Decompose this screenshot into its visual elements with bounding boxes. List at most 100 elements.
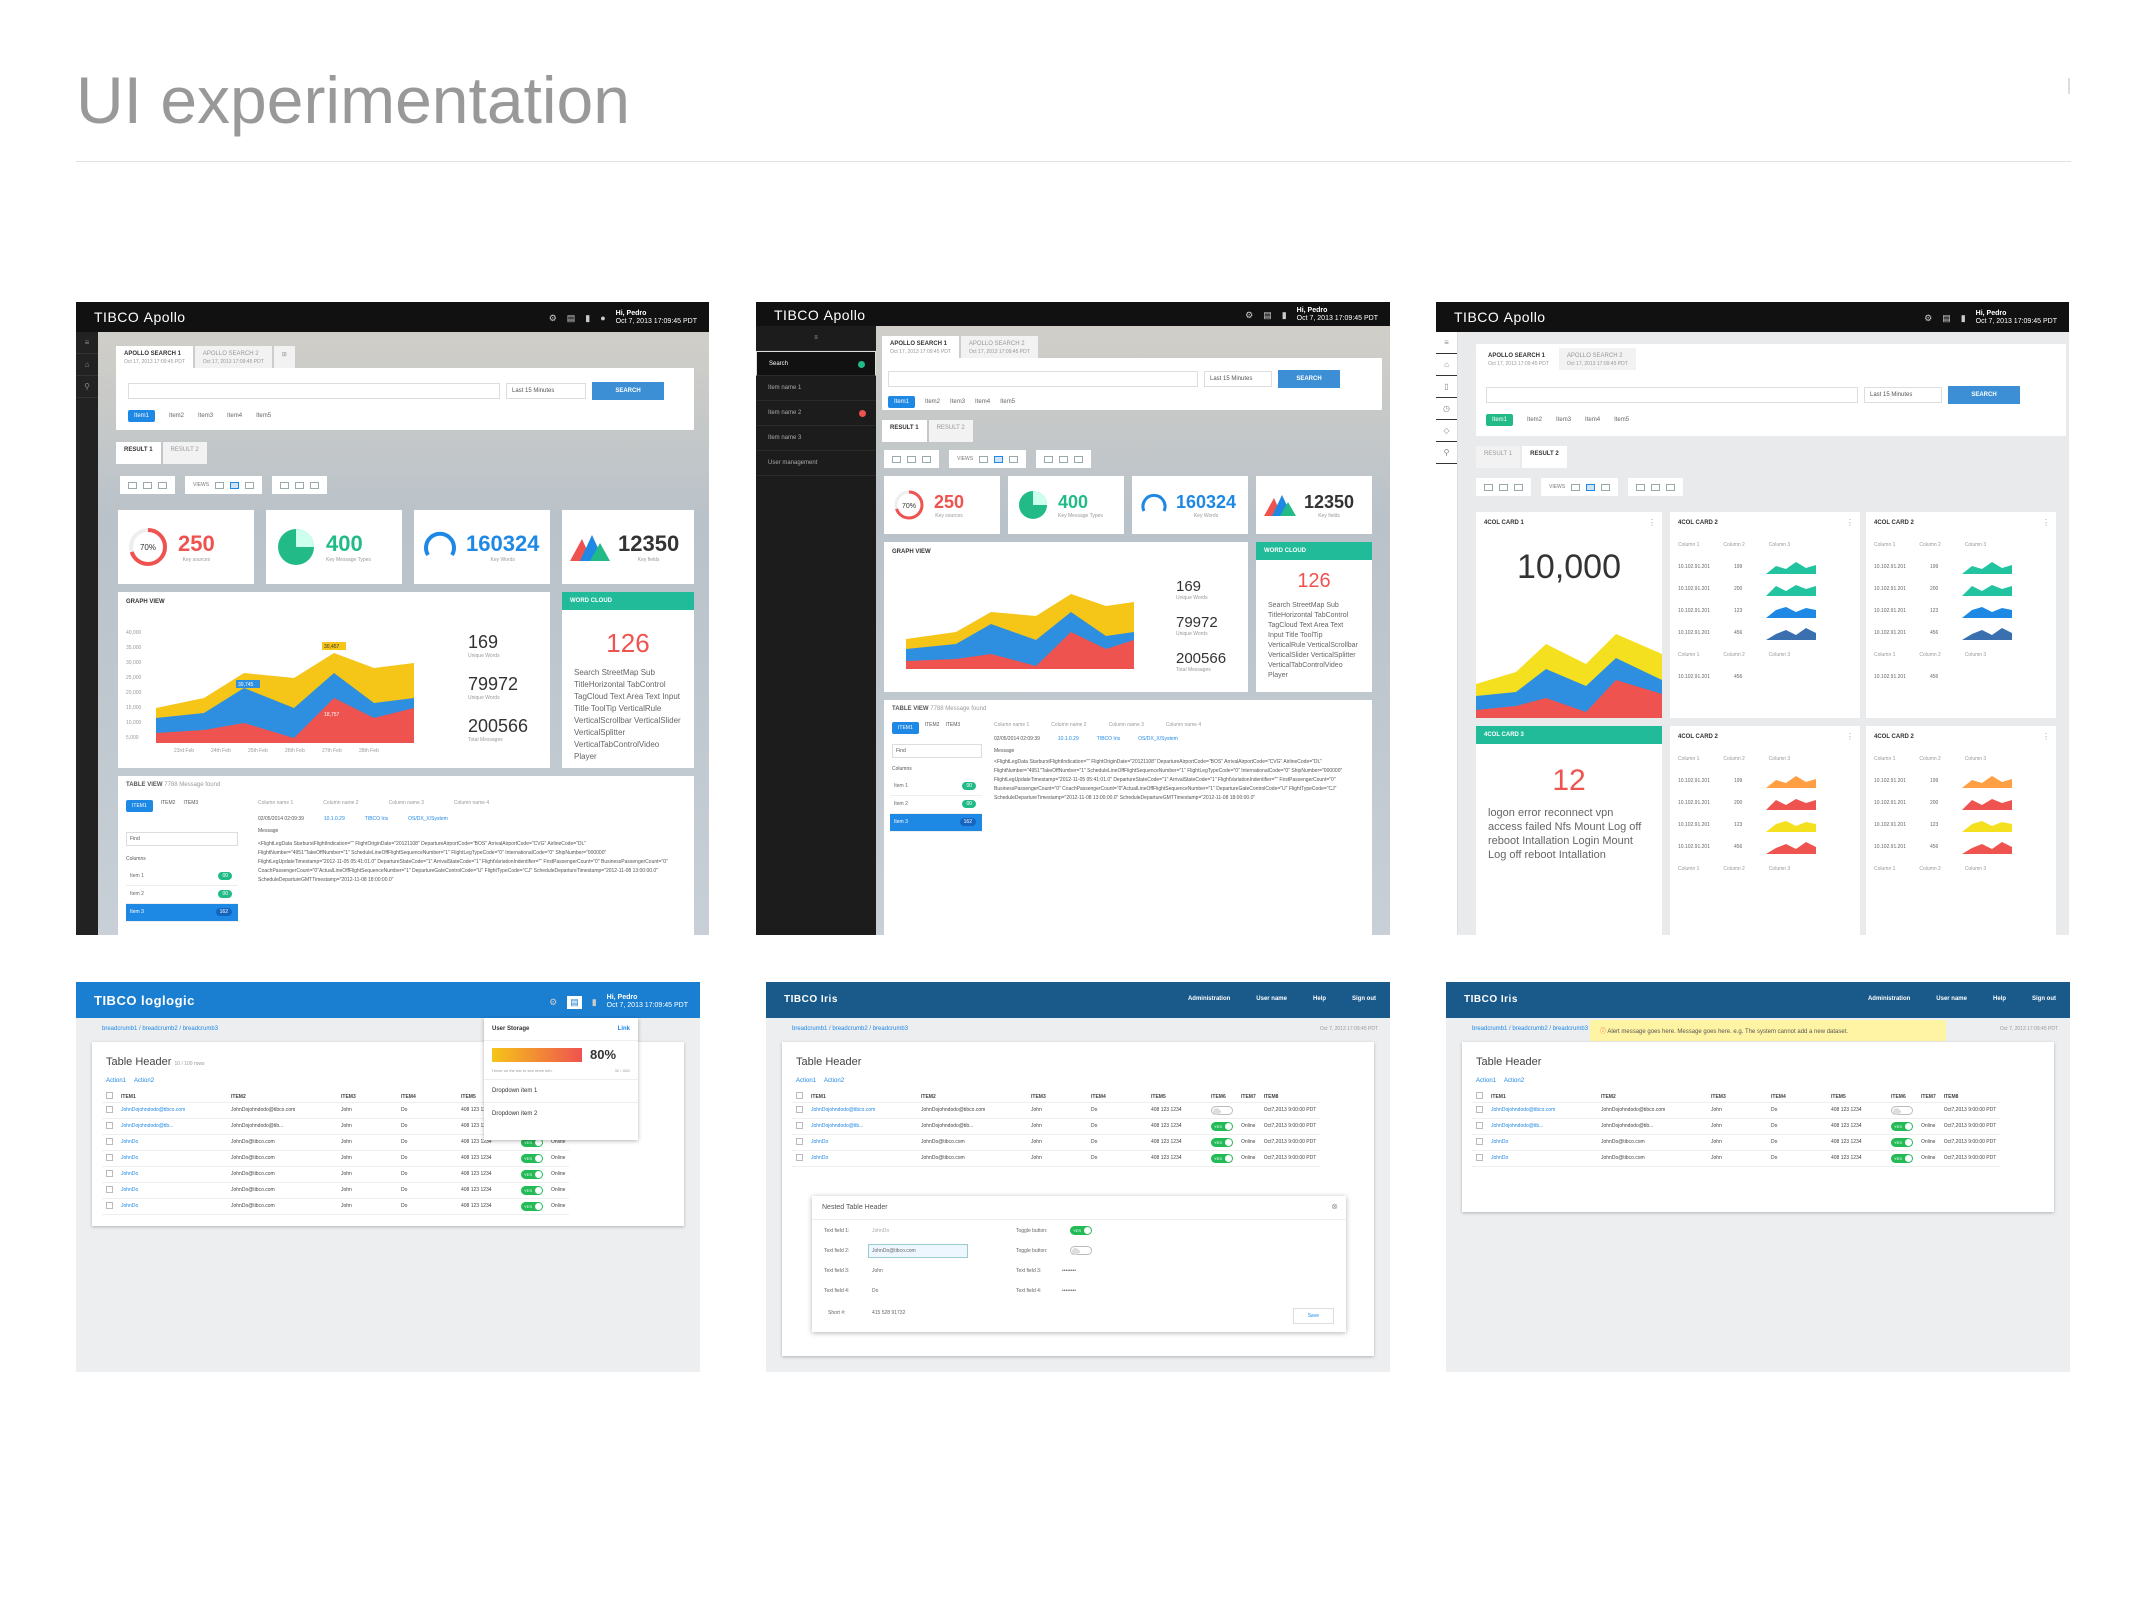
search-button[interactable]: SEARCH [1278,370,1340,388]
home-icon[interactable]: ⌂ [76,354,98,376]
toggle-switch[interactable]: YES [521,1153,543,1163]
search-input[interactable] [1486,387,1858,403]
close-icon[interactable]: ⊗ [1331,1202,1338,1211]
text-field-4[interactable]: Do [872,1288,879,1294]
column-header[interactable]: ITEM4 [397,1092,457,1103]
toggle-switch[interactable]: YES [1891,1137,1913,1147]
nav-user-management[interactable]: User management [756,451,876,476]
column-header[interactable]: ITEM8 [1939,1092,2001,1103]
column-header[interactable]: ITEM2 [1597,1092,1707,1103]
column-header[interactable]: ITEM6 [1887,1092,1917,1103]
time-range-select[interactable]: Last 15 Minutes [1204,371,1272,387]
view-group[interactable] [272,476,328,494]
row-checkbox[interactable] [106,1137,113,1145]
cell-link[interactable]: JohnDo [807,1134,917,1151]
column-header[interactable]: ITEM6 [1207,1092,1237,1103]
table-row[interactable]: JohnDo JohnDo@tibco.com John Do 408 123 1234… [102,1182,570,1199]
nav-user-name[interactable]: User name [1936,996,1967,1002]
filter-item1[interactable]: Item1 [888,396,916,408]
column-header[interactable]: ITEM4 [1087,1092,1147,1103]
filter-item1[interactable]: Item1 [128,410,156,422]
table-row[interactable]: JohnDo JohnDo@tibco.com John Do 408 123 1234… [102,1198,570,1215]
breadcrumb[interactable]: breadcrumb1 / breadcrumb2 / breadcrumb3 [1472,1026,1589,1032]
text-field-2[interactable]: JohnDo@tibco.com [868,1244,968,1258]
action2-link[interactable]: Action2 [824,1078,845,1084]
toggle-switch[interactable]: YES [1211,1137,1233,1147]
more-icon[interactable]: ⋮ [2042,518,2050,527]
tab-result-1[interactable]: RESULT 1 [116,442,161,464]
tab-result-2[interactable]: RESULT 2 [1522,446,1567,468]
toggle-switch[interactable]: NO [1891,1105,1913,1115]
search-button[interactable]: SEARCH [1948,386,2020,404]
list-item[interactable]: Item 2 00 [890,796,982,814]
toggle-switch[interactable]: YES [1070,1226,1092,1235]
row-checkbox[interactable] [106,1121,113,1129]
toggle-switch[interactable]: YES [521,1185,543,1195]
menu-icon[interactable]: ≡ [1436,332,1457,354]
text-field-3[interactable]: John [872,1268,883,1274]
toggle-switch[interactable]: YES [521,1137,543,1147]
nav-item-1[interactable]: Item name 1 [756,376,876,401]
tab-result-1[interactable]: RESULT 1 [882,420,927,442]
home-icon[interactable]: ⌂ [1436,354,1457,376]
filter-item1[interactable]: Item1 [1486,414,1514,426]
row-checkbox[interactable] [1476,1105,1483,1113]
nav-user-name[interactable]: User name [1256,996,1287,1002]
row-checkbox[interactable] [796,1105,803,1113]
document-icon[interactable]: ▯ [1436,376,1457,398]
storage-link[interactable]: Link [617,1026,630,1032]
database-icon[interactable]: ▤ [566,312,576,323]
column-header[interactable]: ITEM8 [1259,1092,1321,1103]
gear-icon[interactable]: ⚙ [1924,312,1933,323]
action1-link[interactable]: Action1 [106,1078,127,1084]
more-icon[interactable]: ⋮ [1846,518,1854,527]
column-header[interactable]: ITEM3 [1027,1092,1087,1103]
breadcrumb[interactable]: breadcrumb1 / breadcrumb2 / breadcrumb3 [792,1026,909,1032]
cell-link[interactable]: JohnDo [1487,1150,1597,1167]
view-group[interactable]: VIEWS [185,476,263,494]
tv-item3[interactable]: ITEM3 [183,800,199,806]
toggle-switch[interactable]: YES [1211,1121,1233,1131]
action2-link[interactable]: Action2 [1504,1078,1525,1084]
user-icon[interactable]: ⚲ [1436,442,1457,464]
more-icon[interactable]: ⋮ [2042,732,2050,741]
tab-apollo-search-2[interactable]: APOLLO SEARCH 2 Oct 17, 2013 17:09:45 PDT [960,336,1038,358]
filter-item3[interactable]: Item3 [1556,417,1572,423]
list-item[interactable]: Item 1 00 [126,868,238,886]
row-checkbox[interactable] [1476,1137,1483,1145]
cell-link[interactable]: JohnDojohndodo@tibco.com [117,1102,227,1119]
row-checkbox[interactable] [796,1121,803,1129]
table-row[interactable]: JohnDo JohnDo@tibco.com John Do 408 123 1234… [1472,1150,2001,1167]
database-icon[interactable]: ▤ [1263,309,1272,320]
toggle-switch[interactable]: YES [1211,1153,1233,1163]
toggle-switch[interactable]: YES [1891,1121,1913,1131]
cell-link[interactable]: JohnDo [117,1182,227,1199]
action1-link[interactable]: Action1 [796,1078,817,1084]
cell-link[interactable]: JohnDojohndodo@tib... [117,1118,227,1135]
toggle-switch[interactable]: YES [521,1169,543,1179]
table-row[interactable]: JohnDo JohnDo@tibco.com John Do 408 123 1234… [102,1166,570,1183]
tv-item1[interactable]: ITEM1 [892,722,919,734]
nav-help[interactable]: Help [1992,996,2006,1002]
nav-administration[interactable]: Administration [1187,996,1231,1002]
row-checkbox[interactable] [106,1169,113,1177]
cell-link[interactable]: JohnDojohndodo@tib... [807,1118,917,1135]
column-header[interactable]: ITEM4 [1767,1092,1827,1103]
view-group[interactable]: VIEWS [949,450,1027,468]
tab-apollo-search-2[interactable]: APOLLO SEARCH 2 Oct 17, 2013 17:09:45 PDT [194,346,272,368]
table-row[interactable]: JohnDojohndodo@tib... JohnDojohndodo@tib.… [792,1118,1321,1135]
tag-icon[interactable]: ◇ [1436,420,1457,442]
table-row[interactable]: JohnDo JohnDo@tibco.com John Do 408 123 1234… [792,1150,1321,1167]
dropdown-item-2[interactable]: Dropdown item 2 [484,1102,638,1125]
list-item[interactable]: Item 2 00 [126,886,238,904]
column-header[interactable]: ITEM1 [1487,1092,1597,1103]
search-input[interactable] [128,383,500,399]
bookmark-icon[interactable]: ▮ [1960,312,1966,323]
list-item[interactable]: Item 3 162 [890,814,982,832]
gear-icon[interactable]: ⚙ [549,996,558,1007]
menu-icon[interactable]: ≡ [76,332,98,354]
filter-item4[interactable]: Item4 [227,413,243,419]
table-row[interactable]: JohnDo JohnDo@tibco.com John Do 408 123 1234… [792,1134,1321,1151]
bookmark-icon[interactable]: ▮ [1281,309,1287,320]
cell-link[interactable]: JohnDo [117,1134,227,1151]
